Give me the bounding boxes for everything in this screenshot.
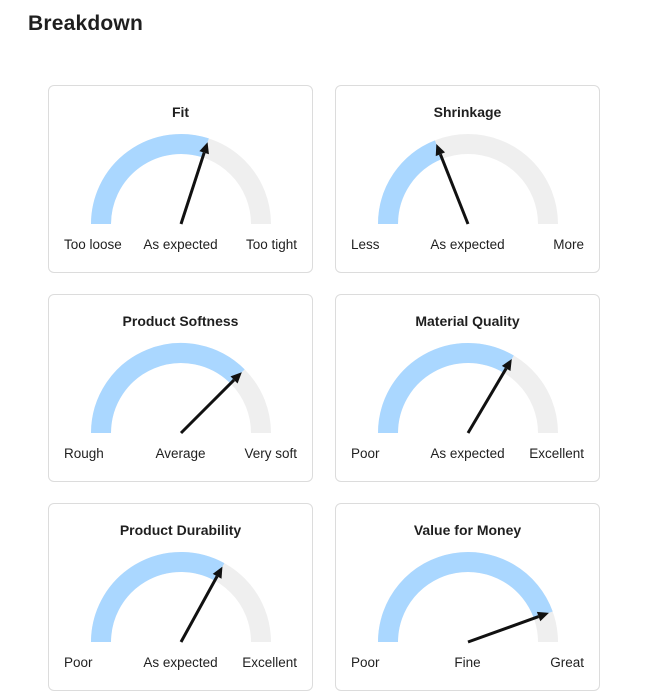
rating-card-material-quality: Material Quality Poor As expected Excell…	[335, 294, 600, 482]
card-title: Material Quality	[415, 313, 520, 329]
scale-mid-label: Fine	[454, 655, 481, 670]
gauge-fill	[378, 552, 553, 643]
rating-card-fit: Fit Too loose As expected Too tight	[48, 85, 313, 273]
gauge-needle-arrowhead	[230, 372, 242, 384]
gauge-needle-arrowhead	[435, 144, 446, 157]
gauge	[378, 343, 558, 434]
scale-min-label: Too loose	[64, 237, 122, 252]
gauge-fill	[91, 552, 225, 643]
gauge-needle	[438, 153, 470, 225]
scale-min-label: Less	[351, 237, 380, 252]
gauge-needle	[179, 575, 219, 643]
scale-mid-label: As expected	[143, 237, 218, 252]
breakdown-grid: Fit Too loose As expected Too tight Shri…	[48, 85, 601, 691]
gauge	[378, 134, 558, 225]
page-title: Breakdown	[28, 12, 143, 35]
scale-max-label: Excellent	[242, 655, 297, 670]
scale-max-label: Great	[550, 655, 584, 670]
scale-min-label: Poor	[351, 655, 380, 670]
gauge-needle-arrowhead	[212, 566, 223, 579]
scale-max-label: Too tight	[245, 237, 297, 252]
gauge	[378, 552, 558, 644]
card-title: Product Softness	[122, 313, 239, 329]
scale-max-label: More	[553, 237, 584, 252]
rating-card-product-softness: Product Softness Rough Average Very soft	[48, 294, 313, 482]
gauge	[91, 343, 271, 435]
card-title: Value for Money	[413, 522, 522, 538]
scale-max-label: Excellent	[529, 446, 584, 461]
scale-min-label: Poor	[64, 655, 93, 670]
gauge-fill	[91, 134, 209, 225]
gauge-needle	[466, 367, 508, 434]
scale-max-label: Very soft	[244, 446, 297, 461]
gauge-needle-arrowhead	[501, 358, 512, 371]
gauge-needle-arrowhead	[536, 611, 549, 622]
scale-mid-label: Average	[155, 446, 206, 461]
scale-min-label: Poor	[351, 446, 380, 461]
card-title: Fit	[171, 104, 190, 120]
scale-mid-label: As expected	[430, 446, 505, 461]
gauge	[91, 552, 271, 643]
scale-mid-label: As expected	[143, 655, 218, 670]
gauge	[91, 134, 271, 225]
card-title: Product Durability	[119, 522, 242, 538]
rating-card-value-for-money: Value for Money Poor Fine Great	[335, 503, 600, 691]
scale-mid-label: As expected	[430, 237, 505, 252]
gauge-needle	[467, 615, 540, 644]
gauge-needle	[179, 152, 206, 225]
gauge-needle	[179, 378, 236, 435]
gauge-fill	[91, 343, 245, 434]
gauge-fill	[378, 140, 443, 225]
rating-card-shrinkage: Shrinkage Less As expected More	[335, 85, 600, 273]
scale-min-label: Rough	[64, 446, 104, 461]
rating-card-product-durability: Product Durability Poor As expected Exce…	[48, 503, 313, 691]
gauge-fill	[378, 343, 514, 434]
card-title: Shrinkage	[433, 104, 502, 120]
gauge-needle-arrowhead	[199, 142, 209, 155]
